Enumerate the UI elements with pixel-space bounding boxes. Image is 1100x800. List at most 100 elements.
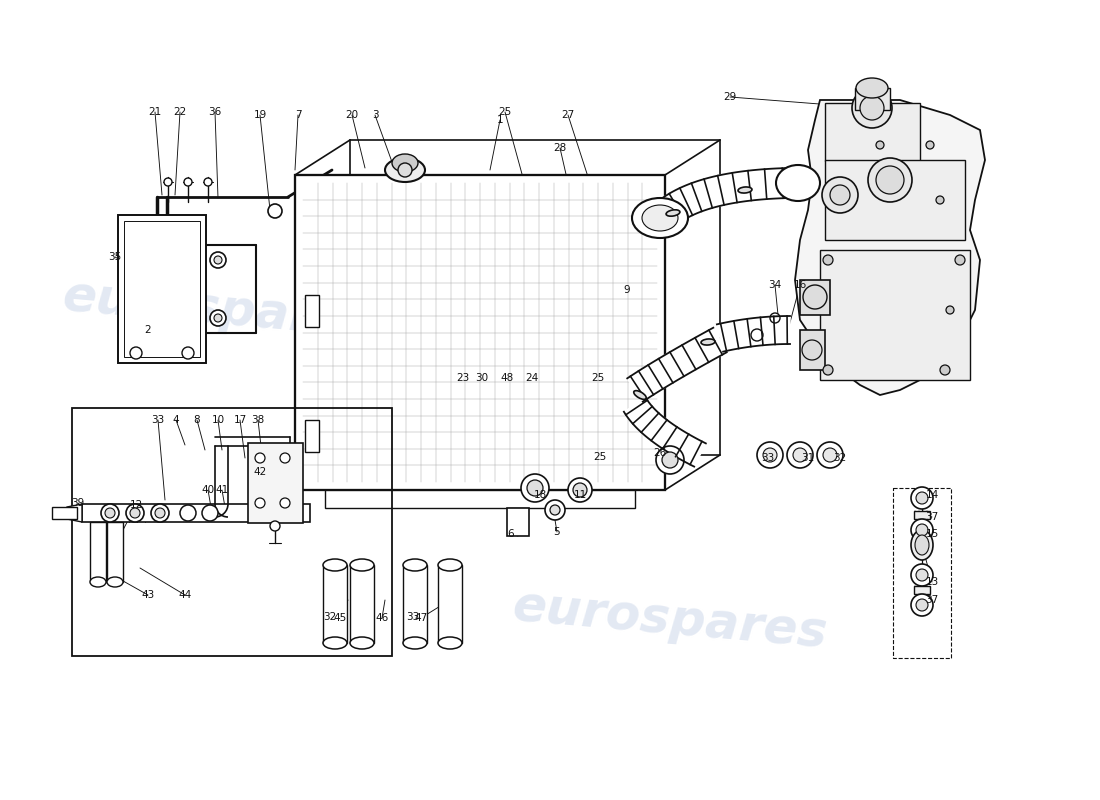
- Circle shape: [916, 569, 928, 581]
- Circle shape: [822, 177, 858, 213]
- Bar: [825, 103, 920, 161]
- Circle shape: [955, 255, 965, 265]
- Ellipse shape: [856, 78, 888, 98]
- Circle shape: [550, 505, 560, 515]
- Circle shape: [916, 599, 928, 611]
- Bar: [90, 522, 106, 582]
- Text: eurospares: eurospares: [60, 272, 380, 348]
- Text: 20: 20: [345, 110, 359, 120]
- Circle shape: [852, 88, 892, 128]
- Text: 33: 33: [406, 612, 419, 622]
- Text: 2: 2: [145, 325, 152, 335]
- Text: 4: 4: [173, 415, 179, 425]
- Text: 25: 25: [498, 107, 512, 117]
- Circle shape: [911, 594, 933, 616]
- Circle shape: [936, 196, 944, 204]
- Text: 48: 48: [500, 373, 514, 383]
- Circle shape: [280, 498, 290, 508]
- Text: 45: 45: [333, 613, 346, 623]
- Circle shape: [182, 347, 194, 359]
- Text: 18: 18: [534, 490, 547, 500]
- Circle shape: [830, 185, 850, 205]
- Circle shape: [268, 204, 282, 218]
- Text: 32: 32: [834, 453, 847, 463]
- Polygon shape: [67, 504, 82, 522]
- Circle shape: [802, 340, 822, 360]
- Text: 25: 25: [592, 373, 605, 383]
- Text: 41: 41: [216, 485, 229, 495]
- Bar: [82, 504, 310, 522]
- Circle shape: [770, 313, 780, 323]
- Ellipse shape: [101, 504, 119, 522]
- Text: 42: 42: [253, 467, 266, 477]
- Text: 36: 36: [208, 107, 221, 117]
- Ellipse shape: [90, 577, 106, 587]
- Bar: [118, 215, 206, 363]
- Circle shape: [803, 285, 827, 309]
- Text: 17: 17: [233, 415, 246, 425]
- Bar: [248, 443, 302, 523]
- Text: 35: 35: [109, 252, 122, 262]
- Bar: [438, 565, 462, 643]
- Bar: [295, 175, 666, 490]
- Circle shape: [662, 452, 678, 468]
- Text: 33: 33: [761, 453, 774, 463]
- Bar: [800, 330, 825, 370]
- Circle shape: [527, 480, 543, 496]
- Circle shape: [130, 347, 142, 359]
- Ellipse shape: [385, 158, 425, 182]
- Text: 22: 22: [174, 107, 187, 117]
- Circle shape: [210, 252, 225, 268]
- Circle shape: [911, 487, 933, 509]
- Circle shape: [823, 365, 833, 375]
- Ellipse shape: [701, 339, 715, 345]
- Circle shape: [757, 442, 783, 468]
- Bar: [403, 565, 427, 643]
- Circle shape: [270, 521, 280, 531]
- Ellipse shape: [738, 187, 752, 193]
- Text: 33: 33: [152, 415, 165, 425]
- Text: 46: 46: [375, 613, 388, 623]
- Text: 44: 44: [178, 590, 191, 600]
- Text: 25: 25: [593, 452, 606, 462]
- Circle shape: [793, 448, 807, 462]
- Text: 1: 1: [497, 115, 504, 125]
- Text: 5: 5: [553, 527, 560, 537]
- Circle shape: [940, 365, 950, 375]
- Ellipse shape: [915, 535, 930, 555]
- Polygon shape: [795, 100, 984, 395]
- Polygon shape: [717, 316, 790, 352]
- Text: 43: 43: [142, 590, 155, 600]
- Ellipse shape: [350, 559, 374, 571]
- Text: 7: 7: [295, 110, 301, 120]
- Circle shape: [763, 448, 777, 462]
- Text: 10: 10: [211, 415, 224, 425]
- Ellipse shape: [392, 154, 418, 172]
- Circle shape: [656, 446, 684, 474]
- Text: 37: 37: [925, 512, 938, 522]
- Circle shape: [521, 474, 549, 502]
- Bar: [52, 507, 77, 519]
- Circle shape: [398, 163, 412, 177]
- Text: 19: 19: [253, 110, 266, 120]
- Circle shape: [573, 483, 587, 497]
- Bar: [124, 221, 200, 357]
- Circle shape: [823, 255, 833, 265]
- Ellipse shape: [667, 210, 680, 216]
- Ellipse shape: [776, 165, 820, 201]
- Bar: [914, 511, 929, 519]
- Circle shape: [210, 310, 225, 326]
- Text: 31: 31: [802, 453, 815, 463]
- Polygon shape: [624, 398, 706, 466]
- Text: 6: 6: [508, 529, 515, 539]
- Circle shape: [184, 178, 192, 186]
- Text: 8: 8: [194, 415, 200, 425]
- Text: 9: 9: [624, 285, 630, 295]
- Ellipse shape: [438, 637, 462, 649]
- Circle shape: [255, 498, 265, 508]
- Bar: [107, 522, 123, 582]
- Ellipse shape: [403, 637, 427, 649]
- Text: 32: 32: [323, 612, 337, 622]
- Ellipse shape: [634, 390, 646, 399]
- Text: 14: 14: [925, 490, 938, 500]
